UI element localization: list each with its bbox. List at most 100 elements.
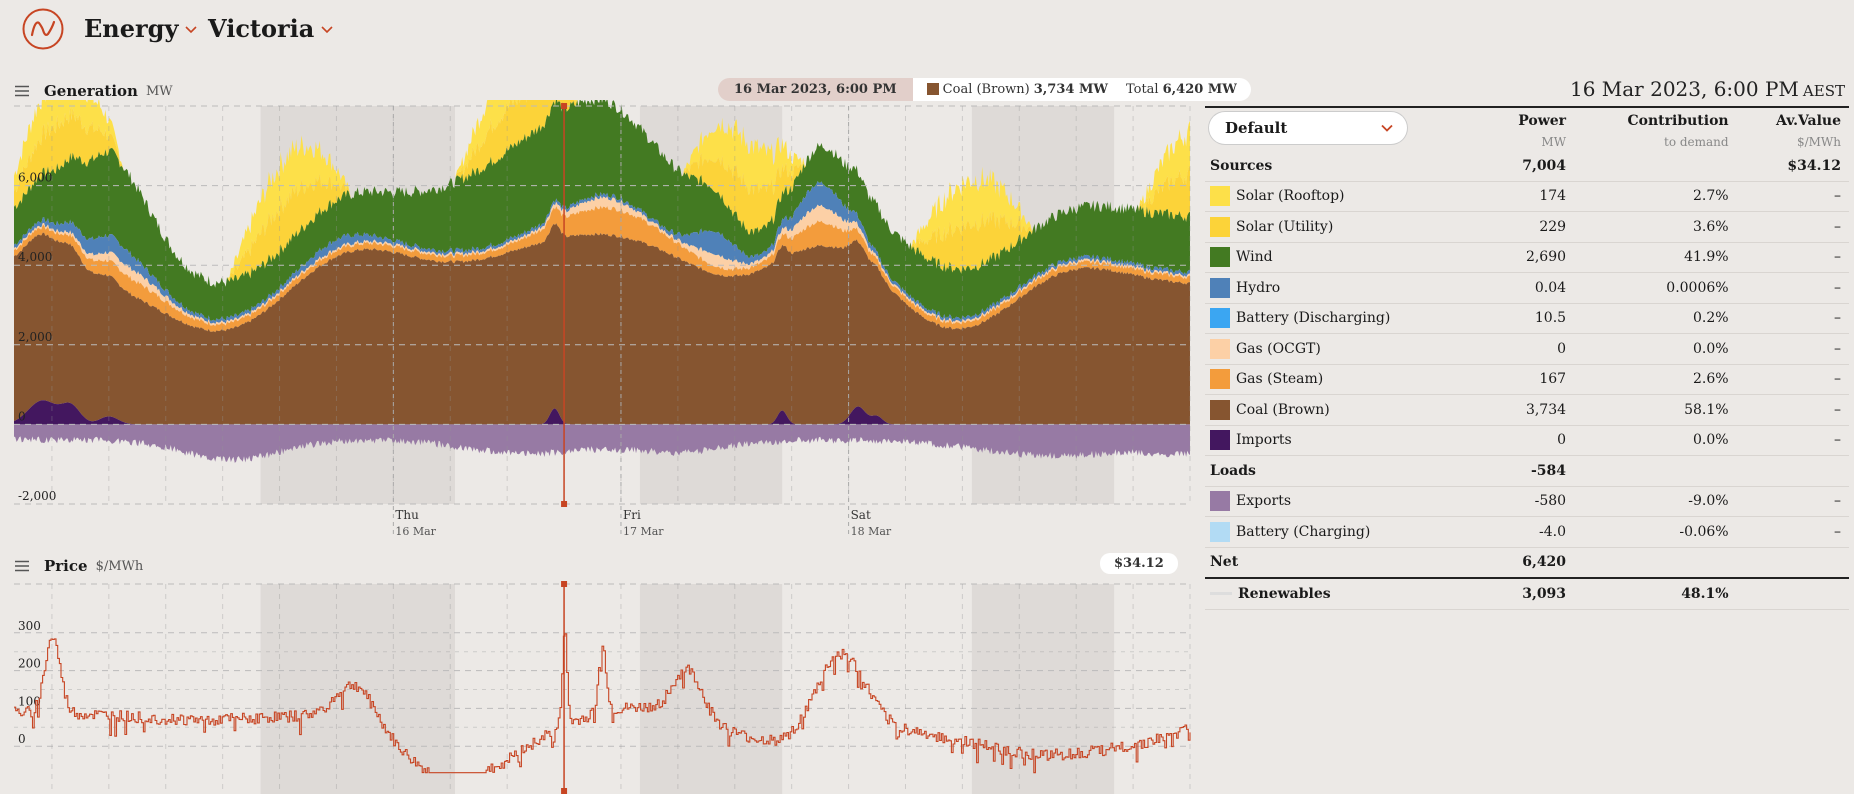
price-chart[interactable]: 300 200 100 0 — [0, 578, 1200, 794]
color-swatch[interactable] — [1210, 491, 1230, 512]
y-tick-label: 6,000 — [18, 171, 52, 185]
hamburger-menu-icon[interactable] — [14, 85, 30, 97]
row-value: – — [1736, 181, 1849, 212]
sources-row[interactable]: Sources 7,004 $34.12 — [1205, 151, 1849, 182]
opennem-logo[interactable] — [22, 8, 64, 50]
hover-series: Coal (Brown) — [942, 81, 1030, 97]
table-datetime: 16 Mar 2023, 6:00 PM AEST — [1205, 72, 1845, 106]
series-area-coal-brown — [14, 223, 1190, 425]
generation-chart[interactable]: 6,000 4,000 2,000 0 -2,000 Thu 16 Mar Fri 17 Mar… — [0, 100, 1200, 540]
net-row[interactable]: Net 6,420 — [1205, 547, 1849, 579]
row-value: – — [1736, 516, 1849, 548]
table-row[interactable]: Wind 2,690 41.9% – — [1205, 242, 1849, 273]
energy-menu[interactable]: Energy — [84, 14, 198, 43]
row-name: Imports — [1205, 425, 1486, 456]
col-power[interactable]: Power MW — [1485, 107, 1574, 151]
table-row[interactable]: Battery (Discharging) 10.5 0.2% – — [1205, 303, 1849, 334]
table-row[interactable]: Imports 0 0.0% – — [1205, 425, 1849, 456]
price-title: Price — [44, 557, 88, 575]
renewables-label: Renewables — [1205, 578, 1486, 610]
hover-info: Coal (Brown) 3,734 MW Total 6,420 MW — [912, 77, 1251, 101]
table-row[interactable]: Battery (Charging) -4.0 -0.06% – — [1205, 516, 1849, 548]
row-label: Imports — [1236, 432, 1292, 449]
col-contribution[interactable]: Contribution to demand — [1574, 107, 1737, 151]
col-value-label: Av.Value — [1776, 113, 1841, 129]
row-value: – — [1736, 272, 1849, 304]
row-label: Solar (Utility) — [1236, 218, 1334, 235]
y-tick-label: 0 — [18, 409, 26, 423]
summary-panel: 16 Mar 2023, 6:00 PM AEST Default Power MW… — [1205, 72, 1849, 610]
color-swatch[interactable] — [1210, 369, 1230, 390]
color-swatch[interactable] — [1210, 399, 1230, 420]
row-value: – — [1736, 211, 1849, 243]
row-name: Wind — [1205, 242, 1486, 273]
hover-total-value: 6,420 MW — [1162, 81, 1237, 97]
x-tick-date: 17 Mar — [623, 525, 664, 538]
y-tick-label: 2,000 — [18, 330, 52, 344]
color-swatch[interactable] — [1210, 308, 1230, 329]
sources-row-contribution — [1574, 151, 1737, 182]
row-power: 3,734 — [1485, 394, 1575, 426]
color-swatch[interactable] — [1210, 186, 1230, 207]
region-menu[interactable]: Victoria — [208, 14, 334, 43]
row-value: – — [1736, 333, 1849, 365]
color-swatch[interactable] — [1210, 277, 1230, 298]
row-name: Battery (Discharging) — [1205, 303, 1486, 334]
net-row-contribution — [1574, 547, 1737, 579]
price-current: $34.12 — [1100, 553, 1178, 574]
row-contribution: 0.0006% — [1574, 272, 1737, 304]
table-row[interactable]: Solar (Utility) 229 3.6% – — [1205, 211, 1849, 243]
color-swatch[interactable] — [1210, 521, 1230, 542]
hover-value: 3,734 MW — [1033, 81, 1108, 97]
table-row[interactable]: Gas (OCGT) 0 0.0% – — [1205, 333, 1849, 365]
row-value: – — [1736, 486, 1849, 517]
color-swatch[interactable] — [1210, 338, 1230, 359]
series-area-exports — [14, 424, 1190, 463]
table-row[interactable]: Hydro 0.04 0.0006% – — [1205, 272, 1849, 304]
grouping-select-value: Default — [1225, 119, 1288, 137]
renewables-value — [1736, 578, 1849, 610]
row-contribution: 41.9% — [1574, 242, 1737, 273]
price-header: Price $/MWh — [14, 557, 143, 575]
row-name: Solar (Rooftop) — [1205, 181, 1486, 212]
energy-menu-label: Energy — [84, 14, 179, 43]
row-power: 0 — [1485, 425, 1575, 456]
row-name: Gas (OCGT) — [1205, 333, 1486, 365]
row-contribution: 3.6% — [1574, 211, 1737, 243]
chevron-down-icon — [185, 25, 197, 33]
row-value: – — [1736, 242, 1849, 273]
x-tick-day: Thu — [395, 508, 419, 522]
row-power: 229 — [1485, 211, 1575, 243]
x-tick-day: Sat — [851, 508, 871, 522]
col-value-sub: $/MWh — [1796, 135, 1841, 149]
table-row[interactable]: Gas (Steam) 167 2.6% – — [1205, 364, 1849, 395]
color-swatch[interactable] — [1210, 430, 1230, 451]
x-tick-date: 18 Mar — [851, 525, 892, 538]
col-value[interactable]: Av.Value $/MWh — [1737, 107, 1849, 151]
row-value: – — [1736, 303, 1849, 334]
loads-row[interactable]: Loads -584 — [1205, 455, 1849, 487]
price-line — [14, 633, 1191, 774]
y-tick-label: 100 — [18, 694, 41, 708]
row-contribution: 2.7% — [1574, 181, 1737, 212]
color-swatch[interactable] — [1210, 216, 1230, 237]
y-tick-label: 300 — [18, 619, 41, 633]
row-name: Battery (Charging) — [1205, 516, 1486, 548]
row-power: 167 — [1485, 364, 1575, 395]
top-bar: Energy Victoria — [0, 0, 1854, 60]
renewables-row[interactable]: Renewables 3,093 48.1% — [1205, 578, 1849, 610]
chevron-down-icon — [1381, 124, 1393, 132]
row-label: Gas (Steam) — [1236, 371, 1324, 388]
hover-tooltip: 16 Mar 2023, 6:00 PM Coal (Brown) 3,734 … — [718, 77, 1251, 101]
table-row[interactable]: Solar (Rooftop) 174 2.7% – — [1205, 181, 1849, 212]
grouping-select[interactable]: Default — [1209, 112, 1407, 144]
row-name: Coal (Brown) — [1205, 394, 1486, 426]
loads-row-label: Loads — [1205, 455, 1486, 487]
row-name: Hydro — [1205, 272, 1486, 304]
table-row[interactable]: Exports -580 -9.0% – — [1205, 486, 1849, 517]
table-row[interactable]: Coal (Brown) 3,734 58.1% – — [1205, 394, 1849, 426]
hamburger-menu-icon[interactable] — [14, 560, 30, 572]
color-swatch[interactable] — [1210, 247, 1230, 268]
renewables-line-icon — [1210, 592, 1232, 596]
row-contribution: 0.0% — [1574, 333, 1737, 365]
